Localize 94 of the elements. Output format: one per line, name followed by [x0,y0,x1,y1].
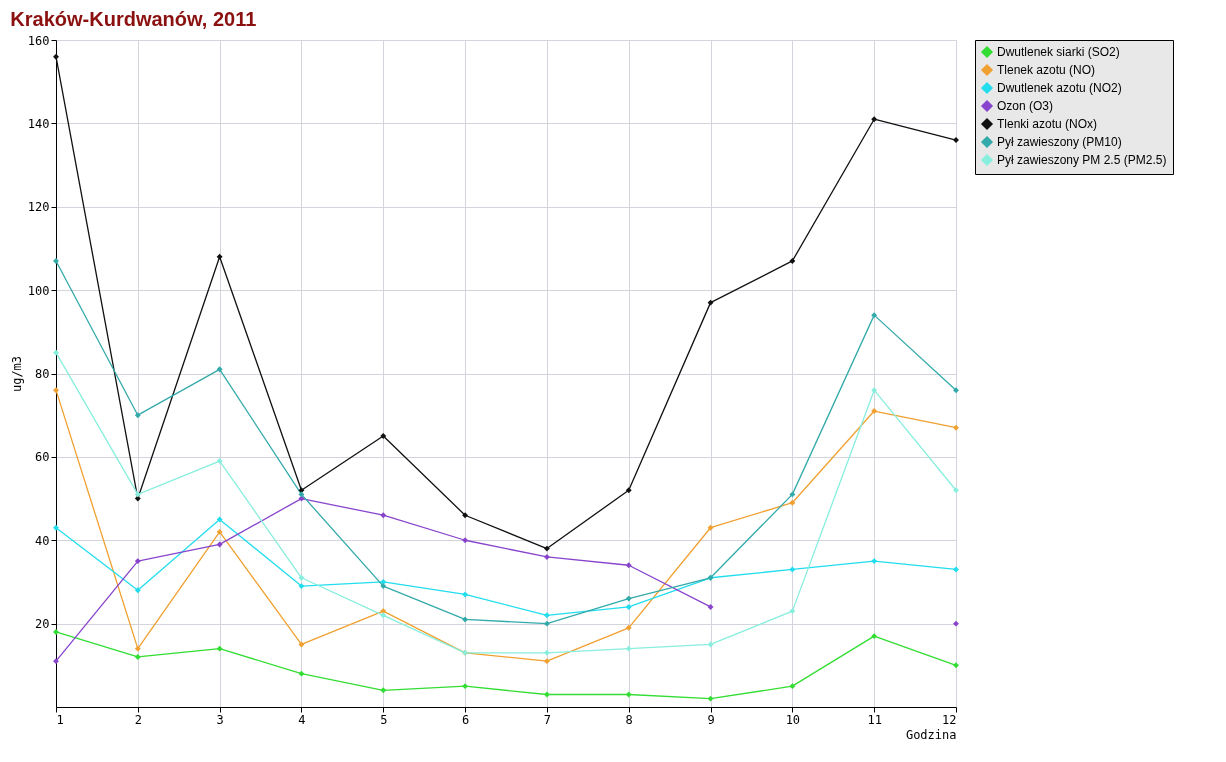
legend-label: Pył zawieszony PM 2.5 (PM2.5) [997,153,1167,167]
point [380,687,387,694]
point [625,624,632,631]
point [53,257,59,264]
point [543,649,550,656]
point [380,608,387,615]
point [134,558,141,565]
point [53,629,59,635]
point [462,683,469,690]
point [134,495,141,502]
x-tick-label: 1 [56,712,64,727]
point [216,366,223,373]
point [953,424,959,431]
point [625,595,632,602]
point [298,491,305,498]
point [216,458,223,464]
point [543,691,550,698]
point [298,574,305,581]
point [380,433,387,439]
point [216,528,223,535]
x-tick-label: 4 [298,712,306,727]
y-tick-label: 60 [35,450,50,465]
point [462,512,469,519]
point [789,257,796,264]
legend-label: Dwutlenek azotu (NO2) [997,81,1122,95]
legend-label: Ozon (O3) [997,99,1054,113]
y-tick-label: 120 [27,200,50,215]
point [134,587,141,594]
y-tick-label: 40 [35,533,50,548]
point [134,654,141,660]
y-tick-label: 160 [27,33,50,48]
point [625,691,632,698]
legend-label: Pył zawieszony (PM10) [997,135,1122,149]
point [216,253,223,260]
point [953,566,959,573]
point [543,620,550,627]
point [789,608,796,615]
point [707,603,714,610]
y-axis-title: ug/m3 [9,355,24,393]
point [462,616,469,623]
point [543,545,550,552]
point [53,387,59,394]
legend-label: Tlenek azotu (NO) [997,63,1096,77]
point [216,541,223,548]
y-tick-label: 100 [27,283,50,298]
x-tick-label: 11 [867,712,882,727]
point [871,408,878,414]
point [134,491,141,498]
y-tick-label: 140 [27,116,50,131]
point [134,645,141,652]
x-tick-label: 5 [380,712,388,727]
point [543,612,550,619]
point [462,537,469,544]
x-tick-label: 10 [785,712,801,727]
x-axis-title: Godzina [905,727,957,742]
legend-label: Dwutlenek siarki (SO2) [997,45,1120,59]
chart-title: Kraków-Kurdwanów, 2011 [10,8,257,30]
x-tick-label: 6 [461,712,470,727]
x-tick-label: 7 [543,712,552,727]
point [298,583,305,590]
point [953,662,959,669]
y-tick-label: 80 [35,367,50,381]
point [953,620,959,627]
point [380,578,387,585]
point [462,591,469,598]
point [707,695,714,702]
point [53,524,59,531]
point [298,670,305,677]
y-tick-label: 20 [35,617,50,632]
point [53,349,59,356]
point [871,312,878,319]
point [53,53,59,60]
point [625,645,632,652]
x-tick-label: 9 [707,712,715,727]
x-tick-label: 12 [942,712,957,727]
point [789,683,796,690]
point [789,499,796,506]
x-tick-label: 2 [134,712,142,727]
point [953,137,959,144]
point [543,658,550,665]
point [53,658,59,665]
point [871,558,878,565]
point [871,633,878,640]
point [625,603,632,610]
point [707,299,714,306]
point [625,487,632,494]
point [380,583,387,590]
point [953,487,959,494]
point [707,524,714,531]
x-tick-label: 3 [216,712,224,727]
point [953,387,959,394]
point [789,566,796,573]
x-tick-label: 8 [625,712,633,727]
legend-label: Tlenki azotu (NOx) [997,117,1098,131]
